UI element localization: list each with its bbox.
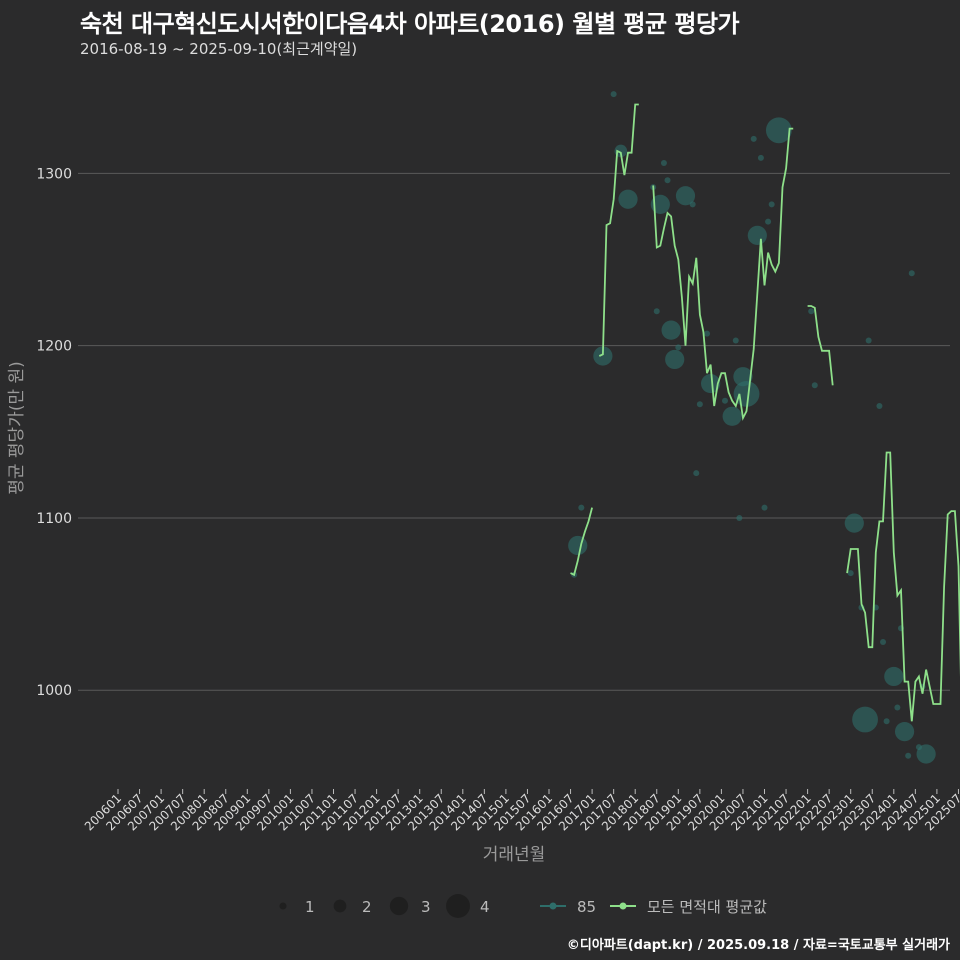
data-point [847,570,854,577]
data-point [852,706,878,733]
data-point [578,504,585,511]
series-line-average [598,103,639,357]
data-point [844,513,864,533]
y-tick-label: 1200 [36,339,72,355]
data-point [765,218,772,225]
credit-text: ©디아파트(dapt.kr) / 2025.09.18 / 자료=국토교통부 실… [566,938,950,953]
legend-average-marker [619,902,627,910]
data-point [883,718,890,725]
legend-size-marker [279,902,287,910]
legend-size-marker [446,894,470,918]
series-line-average [846,451,960,722]
data-point [568,535,588,556]
page-subtitle: 2016-08-19 ~ 2025-09-10(최근계약일) [80,40,358,58]
data-point [905,752,912,759]
legend-size-marker [389,896,409,916]
data-point [761,504,768,511]
data-point [894,704,901,711]
legend-average-label: 모든 면적대 평균값 [647,898,767,916]
data-point [722,406,742,426]
legend-85-label: 85 [577,898,596,916]
legend-size-label: 4 [480,898,490,916]
data-point [732,337,739,344]
page-title: 숙천 대구혁신도시서한이다음4차 아파트(2016) 월별 평균 평당가 [80,10,740,38]
data-point [721,397,728,404]
series-line-average [570,507,593,577]
data-point [750,135,757,142]
data-point [747,225,767,245]
legend-size-label: 3 [421,898,431,916]
data-point [880,639,887,645]
data-point [894,721,915,742]
data-point [689,201,696,208]
series-line-average [807,305,834,386]
y-tick-label: 1100 [36,511,72,527]
x-axis-title: 거래년월 [483,845,546,865]
data-point [660,160,667,167]
data-point [908,270,915,277]
legend-size-label: 1 [305,898,315,916]
data-point [693,470,700,477]
legend-size-label: 2 [362,898,372,916]
data-point [661,320,681,340]
series-line-average [652,127,794,421]
data-point [696,401,703,408]
data-point [736,514,743,521]
data-point [675,344,682,351]
y-tick-label: 1300 [36,166,72,182]
data-point [916,744,936,764]
data-point [610,91,617,98]
data-point [618,189,638,209]
data-point [704,330,711,337]
data-point [808,308,815,315]
data-point [884,666,904,687]
data-point [757,154,764,161]
data-point [876,402,883,409]
data-point [765,117,792,144]
data-point [664,177,671,184]
data-point [865,337,872,344]
y-tick-label: 1000 [36,683,72,699]
legend-85-marker [549,902,557,910]
data-point [768,201,775,208]
data-point [811,382,818,389]
data-point [665,349,685,370]
legend-size-marker [333,899,347,913]
data-point [675,186,696,206]
data-point [593,346,613,366]
y-axis-title: 평균 평당가(만 원) [7,361,27,495]
data-point [650,194,670,214]
data-point [653,308,660,315]
data-point [701,373,721,394]
